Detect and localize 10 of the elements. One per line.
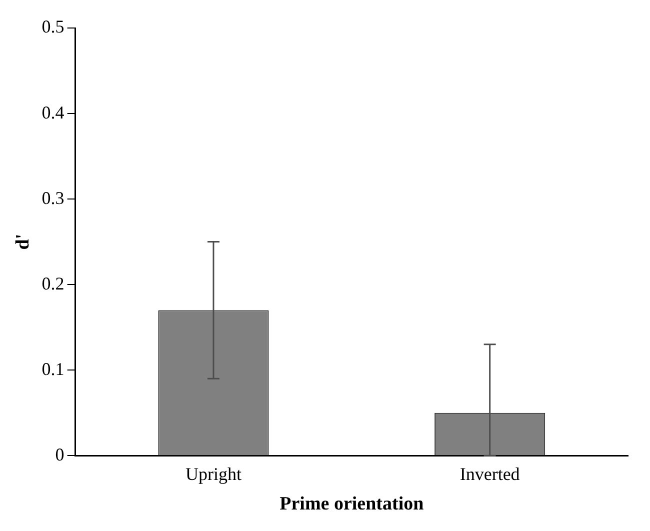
y-axis-title: d': [12, 234, 34, 250]
y-tick-label: 0.2: [42, 273, 64, 294]
y-tick-label: 0: [55, 444, 64, 464]
y-tick-label: 0.5: [42, 16, 64, 37]
x-tick-label: Upright: [185, 464, 242, 484]
x-axis-title: Prime orientation: [280, 494, 424, 515]
y-tick-label: 0.3: [42, 188, 64, 208]
y-tick-label: 0.1: [42, 358, 64, 379]
y-tick-label: 0.4: [42, 102, 64, 122]
x-tick-label: Inverted: [460, 464, 520, 484]
